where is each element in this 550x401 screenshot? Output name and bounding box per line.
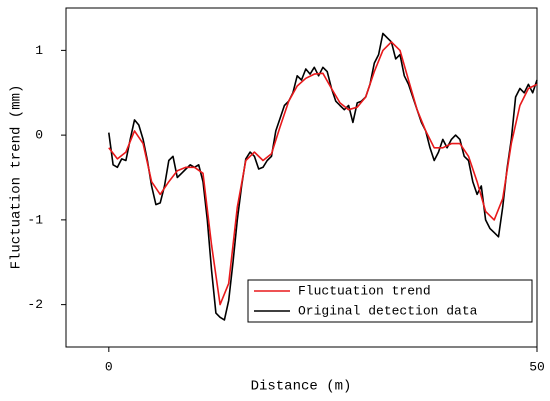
plot-frame	[65, 7, 538, 348]
legend-label: Original detection data	[298, 303, 478, 318]
legend-box	[247, 279, 533, 323]
legend-label: Fluctuation trend	[298, 283, 431, 298]
series-line	[108, 41, 538, 306]
y-tick-label: 0	[35, 128, 43, 143]
y-tick-label: -2	[27, 297, 43, 312]
series-line	[108, 32, 538, 321]
y-tick-label: -1	[27, 212, 43, 227]
y-axis-label: Fluctuation trend (mm)	[9, 85, 25, 270]
x-tick-label: 50	[529, 359, 545, 374]
x-axis-label: Distance (m)	[251, 379, 352, 395]
y-tick-label: 1	[35, 43, 43, 58]
x-tick-label: 0	[105, 359, 113, 374]
